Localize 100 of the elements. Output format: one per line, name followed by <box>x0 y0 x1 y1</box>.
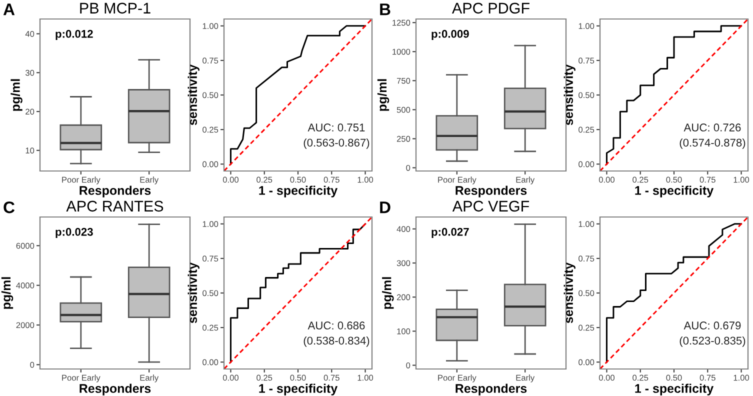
x-tick-label: Poor Early <box>438 374 476 382</box>
x-tick-label: Poor Early <box>62 374 100 382</box>
y-tick-label: 1000 <box>392 48 410 55</box>
annotation: AUC: 0.679 <box>684 322 741 330</box>
y-tick-label: 0 <box>30 362 34 368</box>
text: A <box>3 4 15 16</box>
y-axis-title: sensitivity <box>564 64 576 126</box>
annotation: (0.563-0.867) <box>304 138 370 149</box>
y-tick-label: 0 <box>406 164 410 171</box>
annotation: (0.538-0.834) <box>304 336 370 347</box>
x-tick-label: Early <box>140 176 159 184</box>
x-axis-title: 1 - specificity <box>259 384 338 396</box>
chart-title: APC RANTES <box>66 200 164 212</box>
x-tick-label: Early <box>516 176 535 184</box>
x-tick-label: Poor Early <box>62 176 100 184</box>
x-tick-label: 0.00 <box>222 176 239 183</box>
x-tick-label: 0.50 <box>666 176 682 183</box>
y-axis-title: sensitivity <box>564 262 576 324</box>
x-tick-label: 0.00 <box>598 374 615 381</box>
y-tick-label: 400 <box>396 226 410 232</box>
y-axis-title: sensitivity <box>188 64 200 126</box>
y-tick-label: 0.75 <box>578 58 594 64</box>
y-tick-label: 0.00 <box>202 359 218 366</box>
annotation: AUC: 0.726 <box>684 124 741 132</box>
x-axis-title: Responders <box>80 186 151 198</box>
x-tick-label: 0.25 <box>256 374 272 381</box>
annotation: (0.523-0.835) <box>680 336 746 347</box>
chart-title: APC VEGF <box>452 200 530 212</box>
x-tick-label: 0.75 <box>700 176 716 183</box>
x-tick-label: 0.75 <box>324 374 340 381</box>
x-tick-label: 0.50 <box>290 176 306 183</box>
annotation: (0.574-0.878) <box>680 138 746 149</box>
x-axis-title: 1 - specificity <box>635 186 714 198</box>
y-tick-label: 500 <box>396 106 410 113</box>
text: D <box>380 202 390 214</box>
x-axis-title: Responders <box>456 384 527 396</box>
x-axis-title: Responders <box>456 186 527 198</box>
y-tick-label: 30 <box>25 70 34 76</box>
y-tick-label: 0.25 <box>578 324 594 331</box>
y-tick-label: 0.25 <box>578 126 594 133</box>
y-tick-label: 20 <box>26 108 34 115</box>
y-tick-label: 0.50 <box>202 92 218 98</box>
y-tick-label: 250 <box>396 136 410 142</box>
y-axis-title: pg/ml <box>382 277 394 309</box>
y-tick-label: 0.75 <box>578 256 594 262</box>
x-tick-label: 0.25 <box>256 176 272 183</box>
x-tick-label: 1.00 <box>358 374 374 381</box>
x-tick-label: 0.50 <box>666 374 682 381</box>
x-tick-label: 0.00 <box>222 374 239 381</box>
y-tick-label: 6000 <box>16 242 34 249</box>
y-tick-label: 0 <box>406 362 410 368</box>
y-tick-label: 0.25 <box>202 324 218 331</box>
x-tick-label: 0.75 <box>324 176 340 183</box>
y-tick-label: 2000 <box>16 322 34 328</box>
annotation: p:0.009 <box>432 30 469 40</box>
annotation: p:0.027 <box>432 228 469 238</box>
x-tick-label: 0.25 <box>632 374 648 381</box>
annotation: AUC: 0.751 <box>308 124 365 132</box>
x-axis-title: 1 - specificity <box>259 186 338 198</box>
y-tick-label: 0.25 <box>202 126 218 133</box>
y-tick-label: 0.00 <box>578 359 594 366</box>
y-tick-label: 200 <box>396 294 410 300</box>
y-axis-title: pg/ml <box>1 277 14 309</box>
annotation: p:0.023 <box>56 228 93 238</box>
x-tick-label: 1.00 <box>734 176 750 183</box>
chart-title: PB MCP-1 <box>80 2 150 14</box>
y-tick-label: 300 <box>396 260 410 266</box>
y-tick-label: 40 <box>25 30 34 37</box>
y-axis-title: pg/ml <box>10 79 22 111</box>
x-tick-label: 0.50 <box>290 374 306 381</box>
y-axis-title: sensitivity <box>188 262 200 324</box>
y-tick-label: 1.00 <box>578 23 594 30</box>
x-axis-title: Responders <box>80 384 151 396</box>
y-tick-label: 1.00 <box>202 23 218 30</box>
y-tick-label: 0.75 <box>202 256 218 262</box>
y-tick-label: 0.00 <box>202 161 218 168</box>
x-tick-label: 0.75 <box>700 374 716 381</box>
y-axis-title: pg/ml <box>377 79 390 111</box>
y-tick-label: 4000 <box>16 282 34 288</box>
x-tick-label: Poor Early <box>438 176 476 184</box>
annotation: AUC: 0.686 <box>308 322 365 330</box>
x-tick-label: 1.00 <box>358 176 374 183</box>
text: B <box>380 4 390 16</box>
y-tick-label: 0.50 <box>202 290 218 296</box>
y-tick-label: 0.50 <box>578 290 594 296</box>
y-tick-label: 0.00 <box>578 161 594 168</box>
y-tick-label: 100 <box>397 328 410 334</box>
y-tick-label: 750 <box>396 78 410 84</box>
y-tick-label: 0.75 <box>202 58 218 64</box>
x-tick-label: Early <box>516 374 535 382</box>
x-tick-label: 0.25 <box>632 176 648 183</box>
y-tick-label: 1.00 <box>202 221 218 228</box>
y-tick-label: 1.00 <box>578 221 594 228</box>
y-tick-label: 10 <box>26 148 34 154</box>
x-tick-label: 1.00 <box>734 374 750 381</box>
x-axis-title: 1 - specificity <box>635 384 714 396</box>
text: C <box>4 201 15 214</box>
annotation: p:0.012 <box>56 30 93 40</box>
y-tick-label: 0.50 <box>578 92 594 98</box>
x-tick-label: 0.00 <box>598 176 615 183</box>
